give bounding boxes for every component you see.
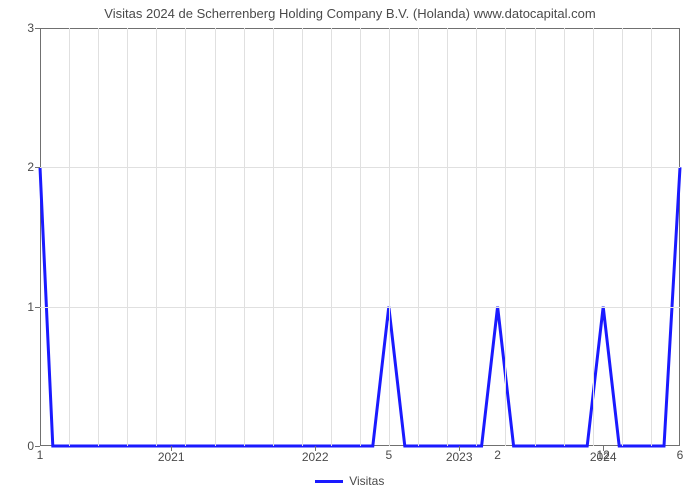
gridline-v: [389, 28, 390, 446]
data-point-label: 12: [597, 448, 610, 462]
xtick-label: 2021: [158, 446, 185, 464]
gridline-v: [302, 28, 303, 446]
ytick-label: 2: [27, 160, 40, 174]
gridline-v: [69, 28, 70, 446]
gridline-v: [185, 28, 186, 446]
gridline-v: [127, 28, 128, 446]
gridline-v: [273, 28, 274, 446]
legend-label: Visitas: [349, 474, 384, 488]
gridline-v: [593, 28, 594, 446]
gridline-v: [447, 28, 448, 446]
xtick-label: 2022: [302, 446, 329, 464]
ytick-label: 1: [27, 300, 40, 314]
data-point-label: 6: [677, 448, 684, 462]
legend-swatch: [315, 480, 343, 483]
chart-container: Visitas 2024 de Scherrenberg Holding Com…: [0, 0, 700, 500]
data-point-label: 5: [385, 448, 392, 462]
gridline-v: [156, 28, 157, 446]
data-point-label: 2: [494, 448, 501, 462]
data-point-label: 1: [37, 448, 44, 462]
gridline-v: [244, 28, 245, 446]
legend: Visitas: [315, 474, 384, 488]
gridline-v: [360, 28, 361, 446]
plot-area: 01232021202220232024152126: [40, 28, 680, 446]
chart-title: Visitas 2024 de Scherrenberg Holding Com…: [0, 6, 700, 21]
gridline-v: [476, 28, 477, 446]
ytick-label: 3: [27, 21, 40, 35]
gridline-v: [651, 28, 652, 446]
gridline-v: [535, 28, 536, 446]
gridline-v: [331, 28, 332, 446]
gridline-v: [622, 28, 623, 446]
xtick-label: 2023: [446, 446, 473, 464]
gridline-v: [505, 28, 506, 446]
gridline-v: [215, 28, 216, 446]
gridline-v: [418, 28, 419, 446]
gridline-v: [98, 28, 99, 446]
gridline-v: [564, 28, 565, 446]
